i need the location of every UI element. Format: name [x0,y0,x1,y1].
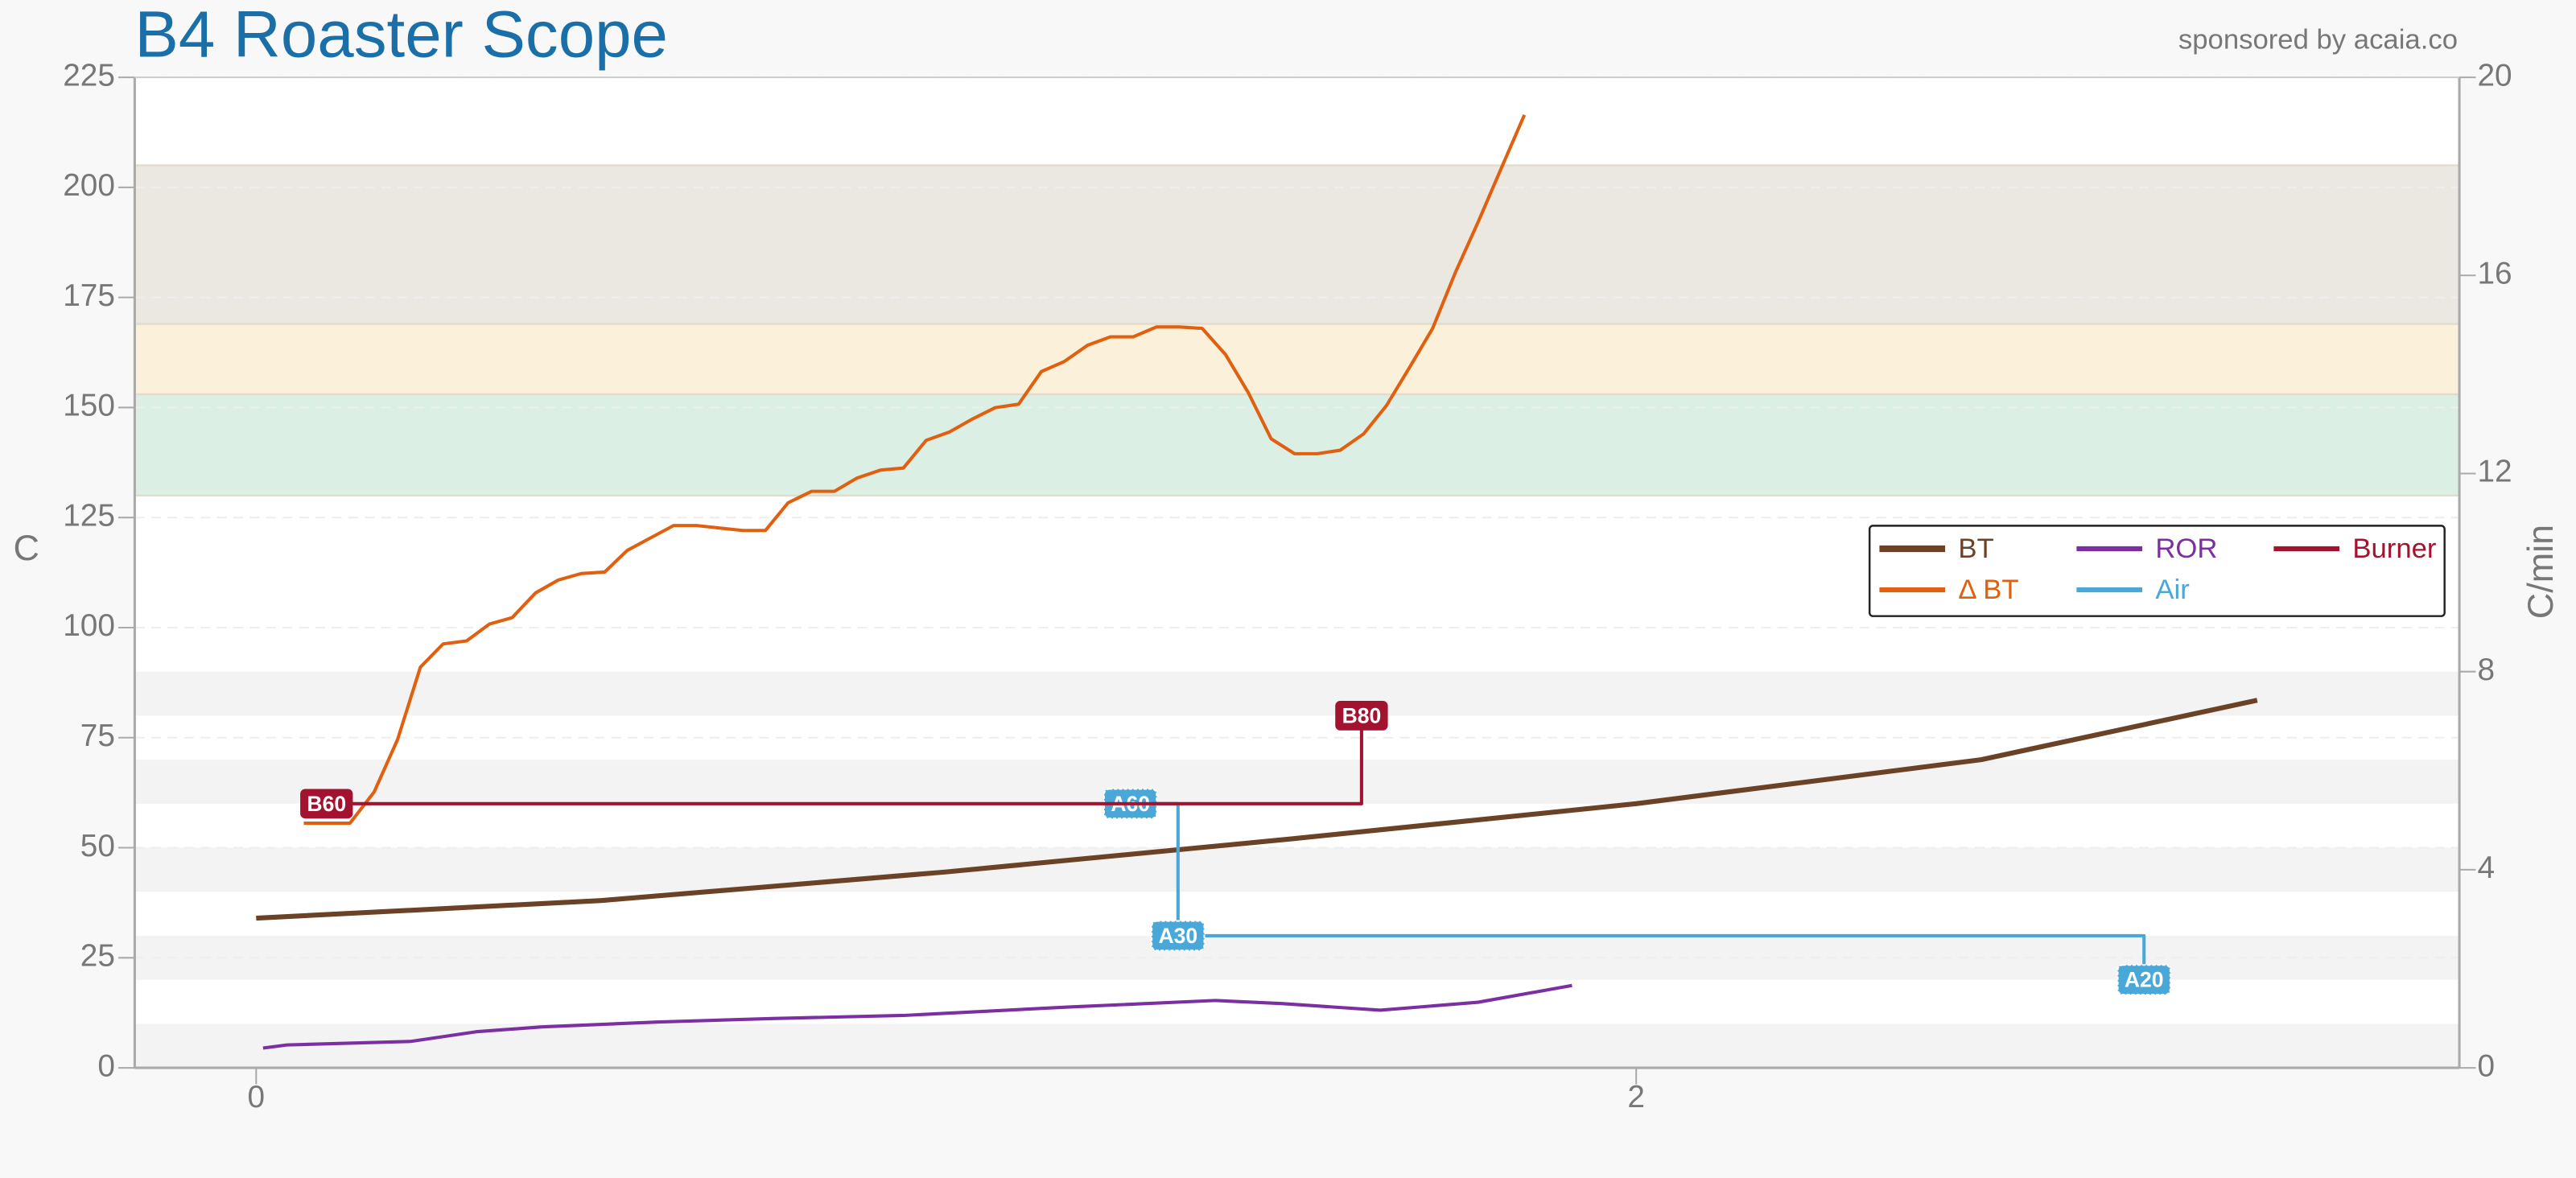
y-tick-label: 100 [63,608,115,643]
y-axis-label: C [13,527,39,568]
legend-label: BT [1958,533,1993,564]
legend-label: Δ BT [1958,575,2018,605]
value-label: B80 [1342,703,1382,727]
plot-band [134,760,2460,804]
series-line [262,983,1572,1050]
y2-tick-label: 8 [2478,653,2496,687]
legend-label: Burner [2352,533,2436,564]
y2-tick-label: 16 [2478,257,2512,291]
plot-band [134,164,2461,325]
plot-band [134,847,2460,892]
x-tick-label: 2 [1627,1080,1645,1114]
y-tick-label: 25 [80,939,115,974]
value-label: A30 [1158,924,1197,948]
y-tick-label: 225 [63,58,115,93]
series-line [303,114,1527,826]
plot-band [134,671,2460,716]
chart-title: B4 Roaster Scope [134,0,668,72]
legend-label: ROR [2155,533,2217,564]
y-tick-label: 75 [80,719,115,753]
series-line [326,715,1363,805]
value-label: B60 [307,792,346,816]
legend-label: Air [2155,575,2189,605]
value-label: A20 [2125,968,2164,992]
plot-band [134,393,2461,497]
y-tick-label: 125 [63,498,115,533]
y2-tick-label: 12 [2478,455,2512,489]
value-label-box [1335,701,1388,731]
y-tick-label: 200 [63,168,115,203]
series-line [256,698,2258,921]
y-tick-label: 175 [63,278,115,313]
y2-tick-label: 20 [2478,58,2512,93]
y2-tick-label: 4 [2478,851,2496,885]
plot-band [134,323,2461,396]
value-label-box [300,789,353,819]
value-label-box [1151,920,1206,952]
y2-axis-label: C/min [2520,525,2561,619]
y-tick-label: 50 [80,829,115,863]
y-tick-label: 150 [63,389,115,423]
plot-band [134,1024,2460,1069]
x-tick-label: 0 [248,1080,266,1114]
y2-tick-label: 0 [2478,1048,2496,1083]
value-label-box [2116,964,2171,996]
y-tick-label: 0 [97,1048,115,1083]
subtitle: sponsored by acaia.co [2178,24,2458,55]
